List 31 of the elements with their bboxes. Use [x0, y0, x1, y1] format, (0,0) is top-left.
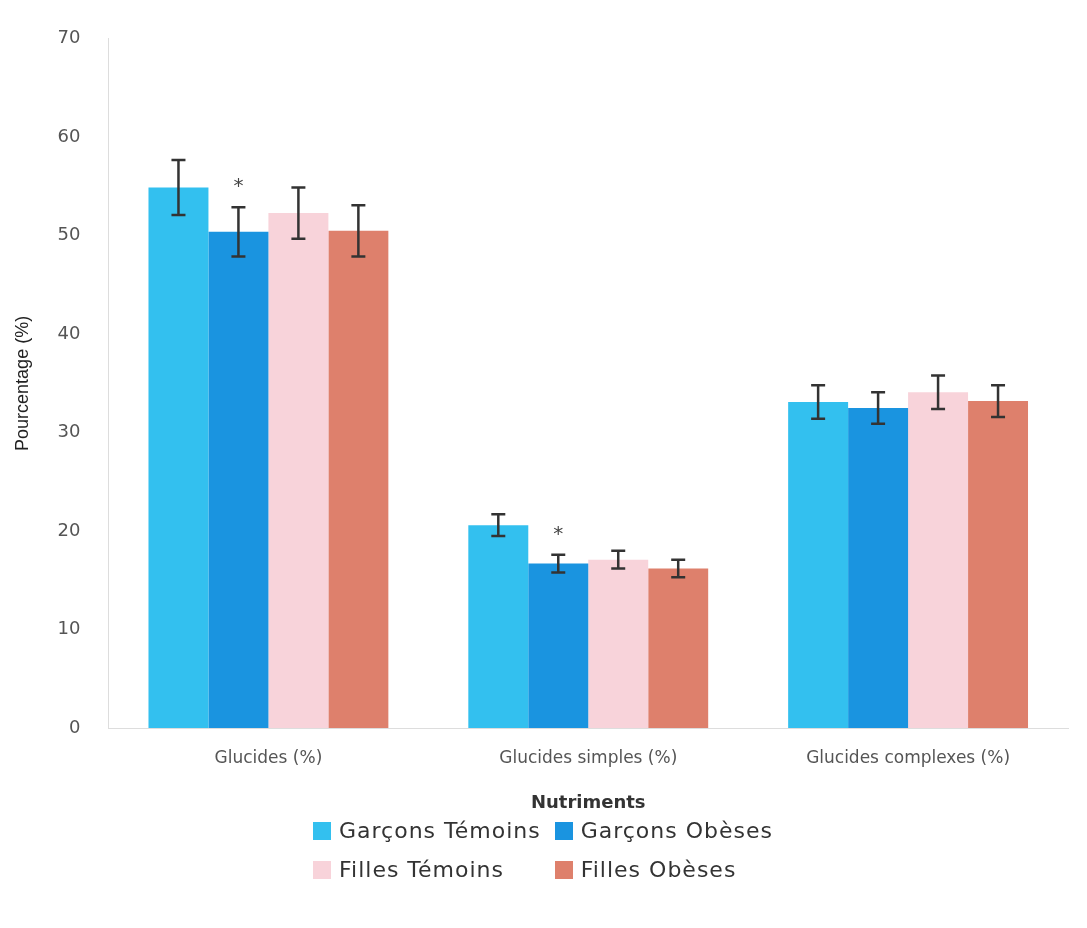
y-tick-label: 20: [57, 518, 81, 540]
x-tick-label: Glucides complexes (%): [806, 746, 1011, 767]
bar: [528, 563, 589, 728]
bar: [148, 187, 209, 728]
bar: [328, 230, 389, 728]
legend-label: Filles Obèses: [580, 857, 737, 882]
bar: [468, 525, 529, 728]
bar: [908, 392, 969, 728]
annotation: *: [553, 520, 564, 545]
legend-label: Garçons Témoins: [338, 818, 541, 843]
bar: [788, 402, 849, 728]
y-tick-label: 10: [57, 617, 81, 639]
x-tick-label: Glucides (%): [214, 746, 323, 767]
y-tick-label: 30: [57, 420, 81, 442]
y-tick-label: 50: [57, 223, 81, 245]
annotation: *: [233, 173, 244, 198]
y-axis-title: Pourcentage (%): [11, 315, 32, 451]
bar: [208, 231, 269, 728]
y-tick-label: 40: [57, 321, 81, 343]
legend-label: Garçons Obèses: [580, 818, 774, 843]
bar: [848, 408, 909, 728]
legend-label: Filles Témoins: [338, 857, 505, 882]
x-tick-label: Glucides simples (%): [499, 746, 678, 767]
x-axis-title: Nutriments: [530, 790, 646, 812]
y-tick-label: 70: [57, 26, 81, 48]
bar: [268, 213, 329, 728]
y-tick-label: 0: [69, 715, 81, 737]
bar: [648, 568, 709, 728]
bar: [588, 559, 649, 728]
bar: [968, 401, 1029, 728]
y-tick-label: 60: [57, 124, 81, 146]
